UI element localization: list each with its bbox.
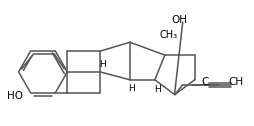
Text: OH: OH — [171, 15, 187, 25]
Text: H: H — [98, 60, 105, 69]
Text: CH: CH — [228, 77, 243, 87]
Text: C: C — [201, 77, 208, 87]
Text: HO: HO — [7, 91, 23, 101]
Text: CH₃: CH₃ — [159, 30, 177, 40]
Text: H: H — [128, 84, 135, 93]
Text: H: H — [154, 85, 161, 94]
